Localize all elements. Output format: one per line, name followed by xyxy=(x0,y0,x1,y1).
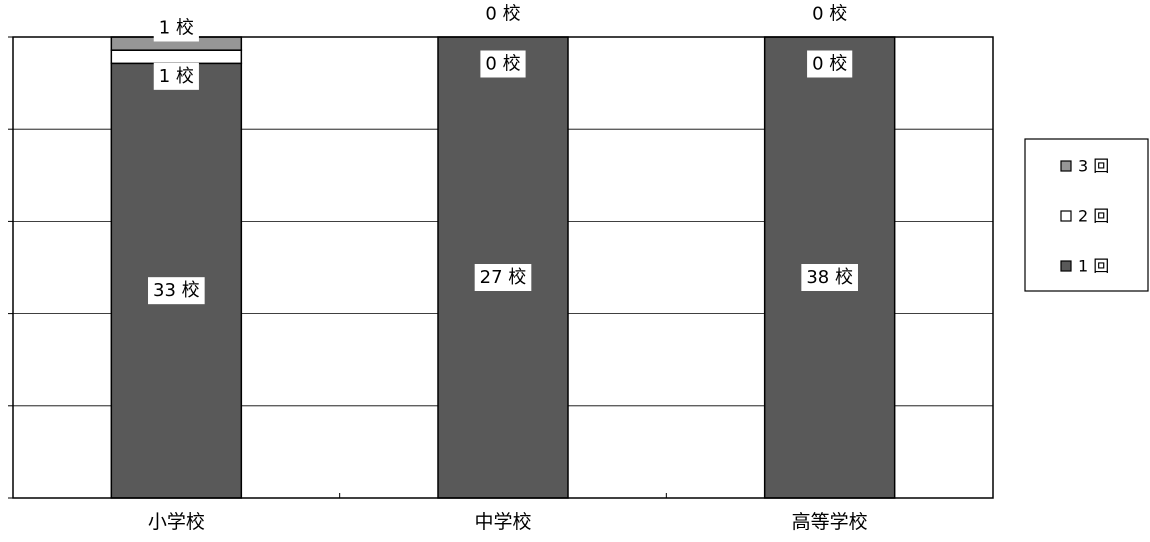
category-label-2: 高等学校 xyxy=(792,511,868,533)
data-labels: 33 校 1 校 1 校 27 校 0 校 0 校 38 校 0 校 0 校 xyxy=(148,0,858,305)
data-label-2-0-background xyxy=(801,264,858,291)
legend-swatch-1 xyxy=(1060,210,1072,222)
data-label-1-0-text: 27 校 xyxy=(480,267,527,288)
data-label-0-0-background xyxy=(148,277,205,305)
data-label-0-2: 1 校 xyxy=(153,14,199,42)
x-axis-category-labels: 小学校 中学校 高等学校 xyxy=(148,511,868,533)
legend-label-0: 3 回 xyxy=(1078,157,1109,176)
data-label-2-1-background xyxy=(807,50,853,78)
data-label-2-2-background xyxy=(807,0,853,28)
legend-box xyxy=(1024,138,1149,292)
legend-label-1: 2 回 xyxy=(1078,207,1109,226)
data-label-1-2-text: 0 校 xyxy=(485,4,520,25)
data-label-1-2-background xyxy=(480,0,526,28)
data-label-1-1-background xyxy=(480,50,526,78)
data-label-1-1-text: 0 校 xyxy=(485,54,520,75)
data-label-2-0-text: 38 校 xyxy=(806,267,853,288)
legend-swatch-2 xyxy=(1060,260,1072,272)
legend: 3 回 2 回 1 回 xyxy=(1024,138,1149,292)
data-label-1-2: 0 校 xyxy=(480,0,526,28)
legend-swatch-0 xyxy=(1060,160,1072,172)
data-label-0-2-background xyxy=(153,14,199,42)
plot-frame xyxy=(12,36,994,499)
data-label-1-0: 27 校 xyxy=(474,264,532,291)
data-label-2-1: 0 校 xyxy=(807,50,853,78)
data-label-0-0-text: 33 校 xyxy=(153,280,200,301)
data-label-2-2: 0 校 xyxy=(807,0,853,28)
data-label-0-2-text: 1 校 xyxy=(159,18,194,39)
bar-segment-0-1 xyxy=(110,49,243,65)
data-label-0-1: 1 校 xyxy=(153,62,199,90)
data-label-2-1-text: 0 校 xyxy=(812,54,847,75)
category-label-1: 中学校 xyxy=(474,511,531,533)
data-label-0-0: 33 校 xyxy=(148,277,205,305)
category-label-0: 小学校 xyxy=(148,511,205,533)
data-label-1-1: 0 校 xyxy=(480,50,526,78)
data-label-0-1-background xyxy=(153,62,199,90)
data-label-0-1-text: 1 校 xyxy=(159,66,194,87)
data-label-2-2-text: 0 校 xyxy=(812,4,847,25)
data-label-1-0-background xyxy=(474,264,532,291)
data-label-2-0: 38 校 xyxy=(801,264,858,291)
legend-label-2: 1 回 xyxy=(1078,257,1109,276)
axis-ticks xyxy=(8,36,667,499)
